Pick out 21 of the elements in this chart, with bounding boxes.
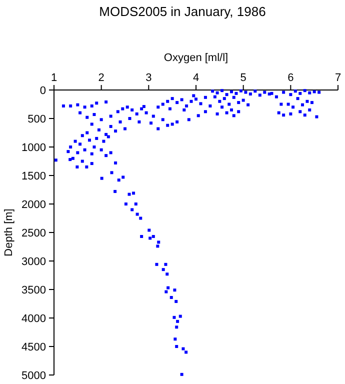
y-tick-label: 1000 xyxy=(22,142,46,154)
y-tick-label: 3000 xyxy=(22,256,46,268)
x-tick-label: 4 xyxy=(192,72,200,84)
x-tick-label: 3 xyxy=(146,72,152,84)
x-tick-label: 7 xyxy=(334,72,342,84)
y-tick-label: 2000 xyxy=(22,199,46,211)
y-tick-label: 0 xyxy=(40,85,46,97)
y-tick-label: 5000 xyxy=(22,370,46,382)
y-tick-label: 500 xyxy=(28,114,46,126)
x-axis-title: Oxygen [ml/l] xyxy=(164,52,228,64)
y-tick-label: 1500 xyxy=(22,170,46,182)
y-tick-label: 3500 xyxy=(22,284,46,296)
y-tick-label: 4000 xyxy=(22,313,46,325)
y-axis-title: Depth [m] xyxy=(3,208,15,256)
chart-title: MODS2005 in January, 1986 xyxy=(99,4,266,19)
x-tick-label: 2 xyxy=(98,72,104,84)
x-tick-label: 5 xyxy=(240,72,246,84)
y-tick-label: 2500 xyxy=(22,228,46,240)
x-tick-label: 6 xyxy=(288,72,294,84)
x-tick-label: 1 xyxy=(50,72,58,84)
y-tick-label: 4500 xyxy=(22,342,46,354)
